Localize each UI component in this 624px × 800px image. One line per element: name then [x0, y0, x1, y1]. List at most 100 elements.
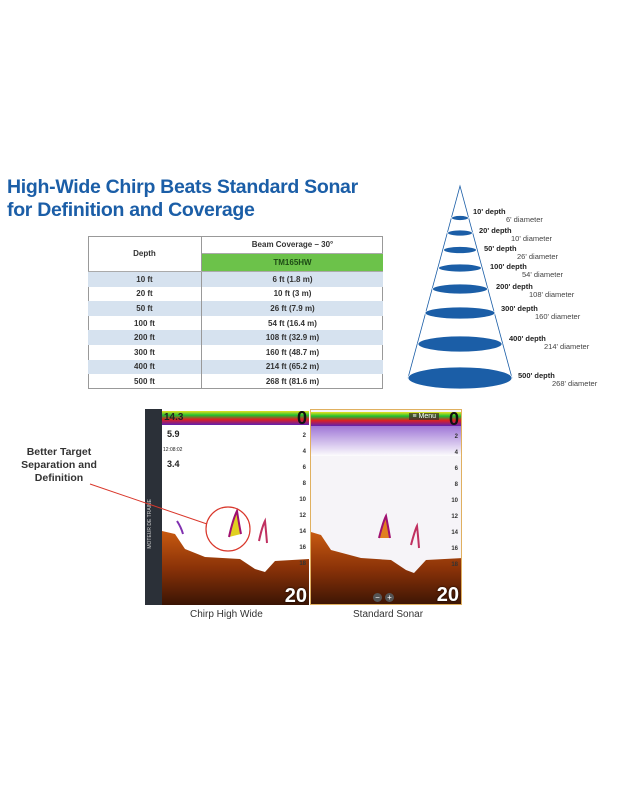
coverage-cell: 26 ft (7.9 m) [201, 301, 383, 316]
model-header: TM165HW [201, 253, 383, 272]
beam-ellipse [417, 335, 503, 353]
depth-scale-tick: 18 [299, 561, 306, 567]
beam-coverage-table: Depth Beam Coverage – 30° TM165HW 10 ft 6… [88, 236, 383, 389]
depth-cell: 200 ft [88, 330, 202, 345]
depth-scale-tick: 10 [299, 497, 306, 503]
diameter-label: 26' diameter [517, 252, 559, 261]
depth-scale-tick: 4 [302, 449, 306, 455]
depth-scale-tick: 18 [451, 562, 458, 568]
cone-label: 20' depth 10' diameter [479, 227, 552, 243]
depth-scale-tick: 8 [302, 481, 306, 487]
depth-cell: 100 ft [88, 315, 202, 331]
depth-scale-tick: 16 [299, 545, 306, 551]
table-row: 100 ft 54 ft (16.4 m) [88, 315, 383, 331]
range-top: 0 [296, 409, 307, 428]
cone-label: 200' depth 108' diameter [496, 283, 574, 299]
side-label: MOTEUR DE TRAINE [147, 499, 153, 549]
coverage-cell: 54 ft (16.4 m) [268, 318, 317, 328]
cone-label: 400' depth 214' diameter [509, 335, 589, 351]
table-row: 500 ft 268 ft (81.6 m) [88, 374, 383, 389]
callout-text: Better Target Separation and Definition [21, 446, 97, 484]
title-line-2: for Definition and Coverage [7, 199, 255, 221]
coverage-cell: 160 ft (48.7 m) [265, 347, 320, 357]
table-row: 400 ft 214 ft (65.2 m) [88, 359, 383, 375]
table-row: 200 ft 108 ft (32.9 m) [88, 330, 383, 345]
depth-scale-tick: 14 [451, 530, 458, 536]
diameter-label: 10' diameter [511, 234, 553, 243]
cone-label: 100' depth 54' diameter [490, 263, 563, 279]
depth-scale-tick: 4 [454, 450, 458, 456]
depth-label: 200' depth [496, 282, 533, 291]
beam-ellipse [432, 283, 488, 295]
cone-label: 50' depth 26' diameter [484, 245, 558, 261]
readout-temp: 5.9 [167, 429, 180, 439]
depth-cell: 400 ft [88, 359, 202, 375]
beam-ellipse [424, 306, 496, 320]
readout-depth: 3.4 [167, 459, 180, 469]
diameter-label: 108' diameter [529, 290, 575, 299]
coverage-cell: 10 ft (3 m) [273, 289, 312, 299]
sonar-panel-chirp: MOTEUR DE TRAINE 14.3 5.9 12:08:02 3.4 0… [145, 409, 309, 605]
range-bottom: 20 [436, 584, 459, 605]
menu-button[interactable]: ≡ Menu [409, 413, 439, 420]
caption-chirp: Chirp High Wide [190, 609, 263, 620]
beam-ellipse [443, 246, 477, 254]
cone-label: 500' depth 268' diameter [518, 372, 597, 388]
diameter-label: 268' diameter [552, 379, 598, 388]
callout-circle [205, 506, 251, 552]
depth-scale-tick: 14 [299, 529, 306, 535]
zoom-out-button[interactable]: − [373, 593, 382, 602]
diameter-label: 214' diameter [544, 342, 590, 351]
caption-standard: Standard Sonar [353, 609, 424, 620]
cone-label: 300' depth 160' diameter [501, 305, 580, 321]
depth-cell: 20 ft [88, 286, 202, 302]
title-line-1: High-Wide Chirp Beats Standard Sonar [7, 176, 358, 198]
cone-label: 10' depth 6' diameter [473, 208, 543, 224]
beam-ellipse [407, 366, 513, 390]
depth-label: 500' depth [518, 371, 555, 380]
diameter-label: 6' diameter [506, 215, 543, 224]
depth-label: 100' depth [490, 262, 527, 271]
depth-cell: 500 ft [88, 374, 202, 389]
diameter-label: 54' diameter [522, 270, 564, 279]
depth-scale-tick: 6 [454, 466, 458, 472]
diameter-label: 160' diameter [535, 312, 581, 321]
depth-cell: 10 ft [88, 271, 202, 287]
beam-ellipse [451, 215, 469, 221]
depth-scale-tick: 8 [454, 482, 458, 488]
table-row: 20 ft 10 ft (3 m) [88, 286, 383, 302]
depth-scale-tick: 2 [454, 434, 458, 440]
coverage-cell: 214 ft (65.2 m) [201, 359, 383, 375]
range-top: 0 [448, 409, 459, 429]
depth-scale-tick: 16 [451, 546, 458, 552]
coverage-cell: 108 ft (32.9 m) [201, 330, 383, 345]
coverage-cell: 268 ft (81.6 m) [265, 376, 320, 386]
depth-scale-tick: 10 [451, 498, 458, 504]
page-title: High-Wide Chirp Beats Standard Sonar for… [7, 176, 358, 222]
sonar-panel-standard: ≡ Menu 0 20 − + 2 4 6 8 10 12 14 16 18 [310, 409, 462, 605]
depth-label: 300' depth [501, 304, 538, 313]
depth-scale-tick: 2 [302, 433, 306, 439]
depth-label: 400' depth [509, 334, 546, 343]
range-bottom: 20 [284, 585, 307, 605]
table-row: 300 ft 160 ft (48.7 m) [88, 344, 383, 360]
depth-scale-tick: 12 [299, 513, 306, 519]
readout-speed: 14.3 [164, 412, 184, 423]
depth-header: Depth [88, 236, 202, 272]
depth-label: 50' depth [484, 244, 517, 253]
coverage-cell: 6 ft (1.8 m) [201, 271, 383, 287]
depth-label: 10' depth [473, 207, 506, 216]
readout-time: 12:08:02 [163, 447, 183, 453]
depth-label: 20' depth [479, 226, 512, 235]
beam-ellipse [447, 229, 473, 237]
table-row: 50 ft 26 ft (7.9 m) [88, 301, 383, 316]
table-row: 10 ft 6 ft (1.8 m) [88, 271, 383, 287]
depth-scale-tick: 12 [451, 514, 458, 520]
coverage-header: Beam Coverage – 30° [201, 236, 383, 254]
beam-ellipse [438, 263, 482, 273]
depth-cell: 50 ft [88, 301, 202, 316]
zoom-in-button[interactable]: + [385, 593, 394, 602]
depth-scale-tick: 6 [302, 465, 306, 471]
depth-cell: 300 ft [88, 344, 202, 360]
